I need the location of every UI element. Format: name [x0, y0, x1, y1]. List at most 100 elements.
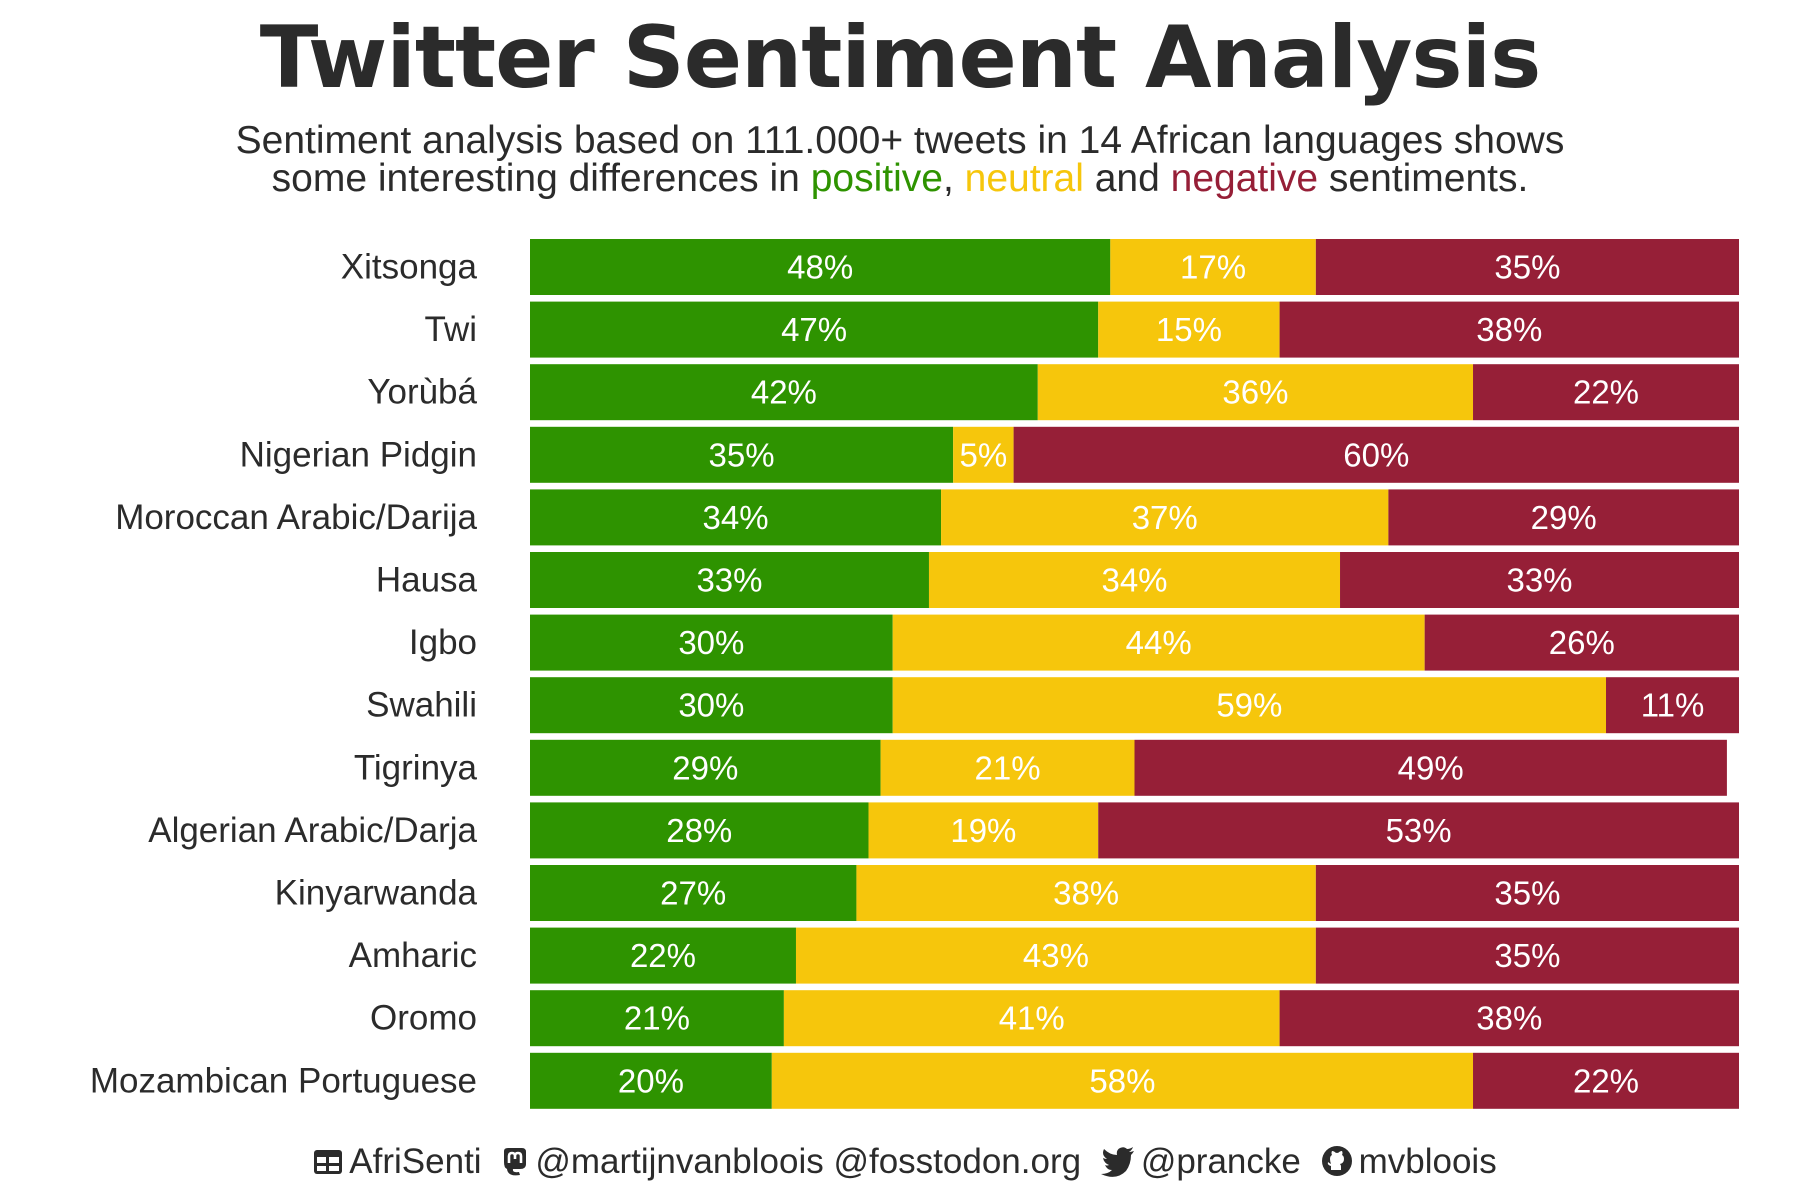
positive-value-label: 28% — [666, 812, 732, 849]
positive-value-label: 48% — [787, 249, 853, 286]
neutral-value-label: 37% — [1132, 499, 1198, 536]
github-handle: mvbloois — [1358, 1142, 1497, 1181]
positive-value-label: 35% — [709, 436, 775, 473]
negative-value-label: 11% — [1641, 687, 1705, 724]
neutral-bar-segment — [795, 927, 1316, 984]
neutral-bar-segment — [941, 489, 1389, 546]
subtitle-prefix: some interesting differences in — [271, 157, 811, 200]
negative-bar-segment — [1473, 1052, 1739, 1109]
category-label: Kinyarwanda — [275, 874, 478, 913]
positive-bar-segment — [530, 677, 893, 734]
negative-value-label: 29% — [1531, 499, 1597, 536]
neutral-bar-segment — [892, 614, 1425, 671]
negative-bar-segment — [1315, 865, 1739, 921]
positive-value-label: 29% — [672, 749, 738, 786]
caption: AfriSenti @martijnvanbloois @fosstodon.o… — [0, 1142, 1800, 1186]
category-label: Nigerian Pidgin — [240, 435, 477, 474]
positive-value-label: 30% — [678, 687, 744, 724]
positive-bar-segment — [530, 301, 1099, 358]
neutral-bar-segment — [880, 739, 1135, 796]
negative-bar-segment — [1013, 426, 1739, 483]
negative-value-label: 35% — [1494, 249, 1560, 286]
positive-bar-segment — [530, 739, 881, 796]
negative-value-label: 53% — [1386, 812, 1452, 849]
neutral-value-label: 5% — [960, 436, 1008, 473]
negative-bar-segment — [1473, 364, 1739, 421]
positive-bar-segment — [530, 614, 893, 671]
positive-value-label: 30% — [678, 624, 744, 661]
category-label: Swahili — [366, 686, 477, 725]
negative-bar-segment — [1315, 239, 1739, 295]
positive-value-label: 21% — [624, 1000, 690, 1037]
neutral-value-label: 17% — [1180, 249, 1246, 286]
neutral-bar-segment — [856, 865, 1316, 921]
category-label: Oromo — [370, 999, 477, 1038]
negative-bar-segment — [1424, 614, 1739, 671]
negative-value-label: 38% — [1476, 311, 1542, 348]
category-label: Igbo — [409, 623, 477, 662]
negative-value-label: 49% — [1398, 749, 1464, 786]
twitter-icon — [1100, 1146, 1135, 1186]
neutral-value-label: 44% — [1126, 624, 1192, 661]
neutral-bar-segment — [928, 552, 1341, 608]
table-icon — [313, 1146, 343, 1186]
neutral-value-label: 15% — [1156, 311, 1222, 348]
category-label: Amharic — [349, 936, 477, 975]
positive-value-label: 47% — [781, 311, 847, 348]
positive-bar-segment — [530, 927, 796, 984]
category-label: Algerian Arabic/Darja — [148, 811, 477, 850]
positive-bar-segment — [530, 865, 857, 921]
chart-title: Twitter Sentiment Analysis — [259, 8, 1542, 108]
neutral-value-label: 59% — [1216, 687, 1282, 724]
negative-value-label: 22% — [1573, 1062, 1639, 1099]
neutral-value-label: 38% — [1053, 875, 1119, 912]
positive-value-label: 42% — [751, 374, 817, 411]
mastodon-handle: @martijnvanbloois @fosstodon.org — [535, 1142, 1082, 1181]
positive-bar-segment — [530, 426, 954, 483]
negative-value-label: 35% — [1494, 875, 1560, 912]
positive-value-label: 34% — [702, 499, 768, 536]
twitter-handle: @prancke — [1140, 1142, 1301, 1181]
negative-value-label: 38% — [1476, 1000, 1542, 1037]
negative-value-label: 22% — [1573, 374, 1639, 411]
negative-bar-segment — [1606, 677, 1739, 734]
negative-bar-segment — [1315, 927, 1739, 984]
category-label: Moroccan Arabic/Darija — [115, 498, 477, 537]
category-label: Hausa — [376, 561, 478, 600]
positive-bar-segment — [530, 239, 1111, 295]
subtitle-sep-2: and — [1083, 157, 1171, 200]
neutral-value-label: 36% — [1222, 374, 1288, 411]
negative-bar-segment — [1279, 301, 1739, 358]
category-label: Tigrinya — [354, 748, 478, 787]
positive-bar-segment — [530, 364, 1038, 421]
positive-value-label: 22% — [630, 937, 696, 974]
negative-value-label: 33% — [1506, 562, 1572, 599]
neutral-value-label: 43% — [1023, 937, 1089, 974]
subtitle-suffix: sentiments. — [1318, 157, 1529, 200]
subtitle-line-1: Sentiment analysis based on 111.000+ twe… — [235, 119, 1565, 162]
positive-value-label: 27% — [660, 875, 726, 912]
category-label: Mozambican Portuguese — [90, 1061, 477, 1100]
negative-value-label: 35% — [1494, 937, 1560, 974]
subtitle-line-2: some interesting differences in positive… — [0, 157, 1800, 200]
positive-value-label: 33% — [696, 562, 762, 599]
positive-bar-segment — [530, 990, 784, 1047]
neutral-bar-segment — [953, 426, 1014, 483]
source-label: AfriSenti — [349, 1142, 482, 1181]
neutral-bar-segment — [1110, 239, 1316, 295]
positive-value-label: 20% — [618, 1062, 684, 1099]
neutral-bar-segment — [868, 802, 1099, 859]
category-label: Yorùbá — [367, 373, 477, 412]
neutral-value-label: 19% — [950, 812, 1016, 849]
neutral-bar-segment — [783, 990, 1280, 1047]
chart-subtitle: Sentiment analysis based on 111.000+ twe… — [0, 119, 1800, 200]
negative-bar-segment — [1279, 990, 1739, 1047]
github-icon — [1321, 1145, 1353, 1186]
negative-value-label: 60% — [1343, 436, 1409, 473]
positive-word: positive — [810, 157, 943, 200]
negative-bar-segment — [1134, 739, 1727, 796]
mastodon-icon — [501, 1146, 529, 1186]
negative-value-label: 26% — [1549, 624, 1615, 661]
